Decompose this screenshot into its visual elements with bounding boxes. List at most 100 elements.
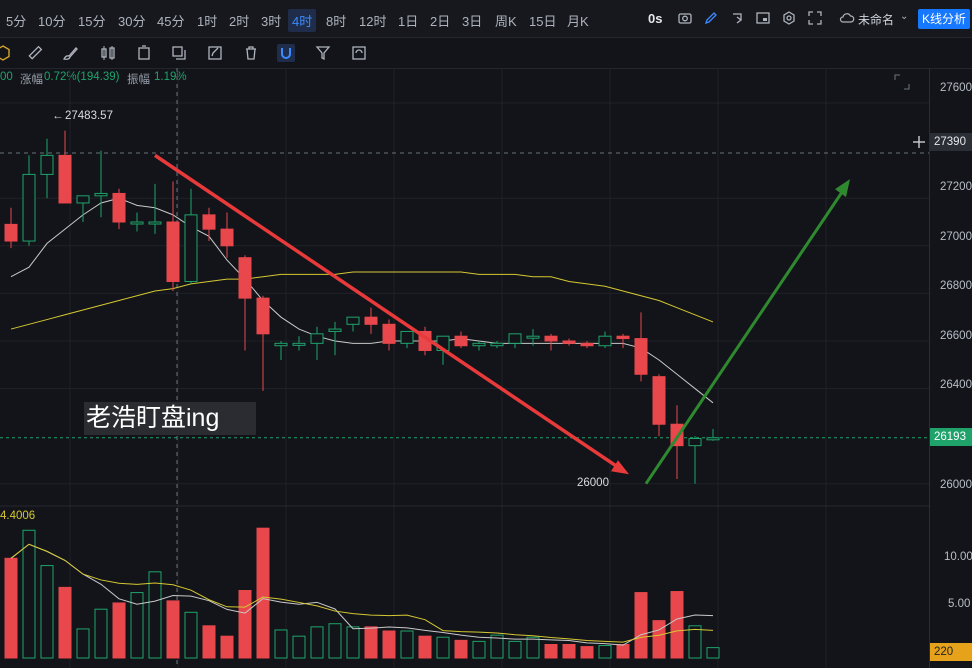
candle-body — [688, 438, 702, 447]
crosshair-price-tag: 27390 — [930, 133, 972, 151]
low-price-label: 26000 — [577, 477, 609, 489]
price-tick: 26000 — [940, 479, 972, 491]
volume-tick: 5.00 — [948, 598, 971, 610]
volume-bar — [310, 626, 324, 659]
candles-icon[interactable] — [99, 44, 117, 62]
down-trend-arrow — [154, 153, 622, 471]
volume-ma-line — [10, 543, 714, 643]
high-arrow-icon: ← — [52, 110, 64, 122]
layout-icon[interactable] — [755, 10, 771, 26]
price-tick: 27000 — [940, 231, 972, 243]
volume-current-tag: 220 — [930, 643, 972, 661]
tab-timeframe[interactable]: 12时 — [359, 14, 387, 29]
info-prefix: 00 — [0, 71, 13, 83]
price-tick: 27200 — [940, 181, 972, 193]
copy-icon[interactable] — [170, 44, 188, 62]
trash-icon[interactable] — [242, 44, 260, 62]
tab-timeframe[interactable]: 15分 — [78, 14, 106, 29]
volume-bar — [706, 647, 720, 659]
edit-icon[interactable] — [206, 44, 224, 62]
volume-bar — [634, 592, 648, 659]
sync-icon[interactable] — [350, 44, 368, 62]
candle-body — [256, 297, 270, 335]
tab-timeframe[interactable]: 4时 — [288, 9, 317, 32]
amplitude-label: 振幅 — [127, 74, 150, 86]
tab-timeframe[interactable]: 2时 — [229, 14, 250, 29]
fullscreen-icon[interactable] — [807, 10, 823, 26]
redo-icon[interactable] — [729, 10, 745, 26]
candlestick-chart[interactable] — [0, 68, 930, 668]
price-tick: 26800 — [940, 280, 972, 292]
candle-body — [166, 221, 180, 282]
save-icon[interactable] — [135, 44, 153, 62]
camera-icon[interactable] — [677, 10, 693, 26]
volume-bar — [292, 635, 306, 659]
volume-bar — [418, 635, 432, 659]
volume-bar — [508, 640, 522, 659]
candle-body — [652, 376, 666, 425]
candle-body — [94, 192, 108, 197]
candle-body — [292, 342, 306, 346]
candle-body — [382, 323, 396, 344]
change-label: 涨幅 — [20, 74, 43, 86]
tab-timeframe[interactable]: 30分 — [118, 14, 146, 29]
magnet-icon[interactable] — [277, 44, 295, 62]
volume-bar — [580, 646, 594, 659]
tab-timeframe[interactable]: 2日 — [430, 14, 451, 29]
candle-body — [4, 223, 18, 242]
tab-timeframe[interactable]: 1时 — [197, 14, 218, 29]
volume-bar — [436, 636, 450, 659]
cloud-icon[interactable] — [839, 10, 855, 26]
countdown-label: 0s — [648, 11, 663, 26]
candle-body — [526, 335, 540, 339]
chevron-down-icon[interactable]: ⌄ — [900, 11, 909, 22]
volume-bar — [166, 600, 180, 659]
volume-bar — [364, 626, 378, 659]
candle-body — [490, 342, 504, 347]
candle-body — [238, 257, 252, 299]
tab-timeframe[interactable]: 10分 — [38, 14, 66, 29]
layout-name[interactable]: 未命名 — [858, 13, 895, 27]
volume-bar — [256, 527, 270, 659]
tab-timeframe[interactable]: 15日 — [529, 14, 557, 29]
settings-icon[interactable] — [781, 10, 797, 26]
tab-timeframe[interactable]: 8时 — [326, 14, 347, 29]
tab-timeframe[interactable]: 1日 — [398, 14, 419, 29]
tab-timeframe[interactable]: 45分 — [157, 14, 185, 29]
volume-bar — [130, 592, 144, 659]
up-arrowhead-icon — [835, 179, 850, 198]
high-price-label: 27483.57 — [65, 110, 113, 122]
candle-body — [202, 214, 216, 230]
tab-timeframe[interactable]: 5分 — [6, 14, 27, 29]
ruler-icon[interactable] — [26, 44, 44, 62]
plus-icon[interactable] — [910, 133, 928, 151]
tab-timeframe[interactable]: 月K — [567, 14, 589, 29]
tab-timeframe[interactable]: 3日 — [462, 14, 483, 29]
candle-body — [580, 342, 594, 347]
volume-bar — [328, 623, 342, 659]
candle-body — [184, 214, 198, 282]
candle-body — [76, 195, 90, 204]
candle-body — [58, 154, 72, 204]
candle-body — [544, 335, 558, 342]
pen-icon[interactable] — [703, 10, 719, 26]
filter-icon[interactable] — [314, 44, 332, 62]
volume-bar — [490, 634, 504, 659]
tab-timeframe[interactable]: 3时 — [261, 14, 282, 29]
volume-bar — [58, 586, 72, 659]
hexagon-icon[interactable] — [0, 44, 12, 62]
price-tick: 27600 — [940, 82, 972, 94]
candle-body — [706, 437, 720, 441]
volume-bar — [94, 608, 108, 659]
candle-body — [220, 228, 234, 247]
down-arrowhead-icon — [611, 460, 629, 475]
candle-body — [472, 342, 486, 347]
expand-icon[interactable] — [893, 73, 911, 91]
volume-tick: 10.00 — [944, 551, 972, 563]
brush-icon[interactable] — [61, 44, 79, 62]
kline-analysis-button[interactable]: K线分析 — [918, 9, 970, 29]
tab-timeframe[interactable]: 周K — [495, 14, 517, 29]
volume-bar — [688, 625, 702, 659]
volume-bar — [40, 565, 54, 659]
overlay-caption: 老浩盯盘ing — [84, 402, 256, 435]
